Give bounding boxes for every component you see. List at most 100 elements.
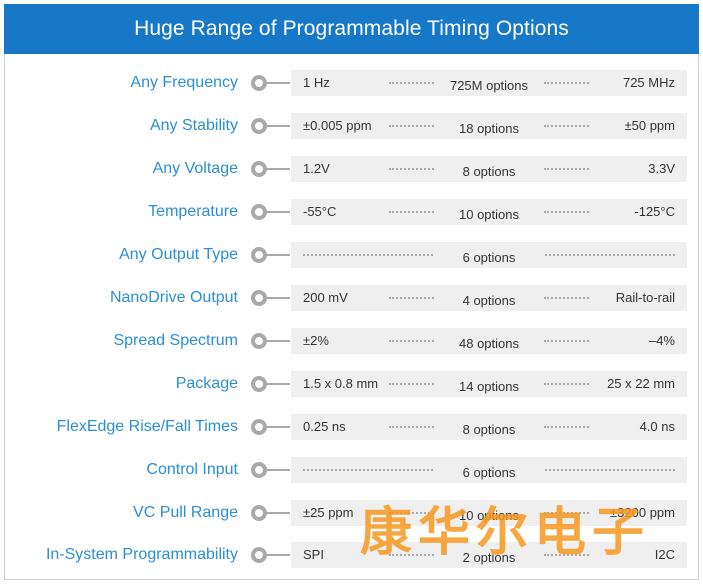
option-range-bar: 1.5 x 0.8 mm 25 x 22 mm 14 options: [291, 371, 687, 397]
dotted-leader: [544, 554, 589, 556]
option-row: Any Frequency 1 Hz 725 MHz 725M options: [0, 70, 703, 96]
connector-knob-icon: [251, 376, 291, 392]
connector-knob-icon: [251, 462, 291, 478]
option-range-bar: 6 options: [291, 457, 687, 483]
dotted-leader: [389, 554, 434, 556]
dotted-leader: [389, 82, 434, 84]
dotted-leader: [389, 168, 434, 170]
option-count: 4 options: [462, 293, 516, 308]
connector-knob-icon: [251, 547, 291, 563]
range-max: 4.0 ns: [639, 419, 675, 434]
range-min: 1.5 x 0.8 mm: [303, 376, 379, 391]
option-label: Any Output Type: [119, 246, 238, 263]
option-count: 14 options: [459, 379, 519, 394]
dotted-leader: [545, 254, 675, 256]
connector-knob-icon: [251, 505, 291, 521]
option-row: VC Pull Range ±25 ppm ±3200 ppm 10 options: [0, 500, 703, 526]
connector-knob-icon: [251, 118, 291, 134]
dotted-leader: [544, 125, 589, 127]
option-label: Any Frequency: [130, 74, 238, 91]
option-count: 6 options: [462, 465, 516, 480]
option-label: Temperature: [148, 203, 238, 220]
range-max: ±3200 ppm: [610, 505, 675, 520]
connector-knob-icon: [251, 75, 291, 91]
dotted-leader: [389, 297, 434, 299]
option-label: Package: [175, 375, 238, 392]
option-label: Control Input: [146, 461, 238, 478]
option-row: Spread Spectrum ±2% –4% 48 options: [0, 328, 703, 354]
range-max: I2C: [654, 547, 675, 562]
range-max: ±50 ppm: [624, 118, 676, 133]
option-row: Any Stability ±0.005 ppm ±50 ppm 18 options: [0, 113, 703, 139]
option-range-bar: 1 Hz 725 MHz 725M options: [291, 70, 687, 96]
option-row: Temperature -55°C -125°C 10 options: [0, 199, 703, 225]
panel-title: Huge Range of Programmable Timing Option…: [134, 17, 569, 40]
option-row: Any Voltage 1.2V 3.3V 8 options: [0, 156, 703, 182]
connector-knob-icon: [251, 161, 291, 177]
range-min: 0.25 ns: [303, 419, 346, 434]
option-range-bar: ±25 ppm ±3200 ppm 10 options: [291, 500, 687, 526]
dotted-leader: [389, 125, 434, 127]
option-range-bar: 6 options: [291, 242, 687, 268]
option-count: 10 options: [459, 508, 519, 523]
dotted-leader: [389, 340, 434, 342]
option-range-bar: 1.2V 3.3V 8 options: [291, 156, 687, 182]
connector-knob-icon: [251, 290, 291, 306]
range-max: Rail-to-rail: [615, 290, 675, 305]
option-row: NanoDrive Output 200 mV Rail-to-rail 4 opti…: [0, 285, 703, 311]
option-count: 8 options: [462, 422, 516, 437]
connector-knob-icon: [251, 204, 291, 220]
dotted-leader: [303, 469, 433, 471]
option-count: 10 options: [459, 207, 519, 222]
option-label: NanoDrive Output: [109, 289, 238, 306]
panel-header: Huge Range of Programmable Timing Option…: [4, 4, 699, 54]
dotted-leader: [544, 168, 589, 170]
option-count: 2 options: [462, 550, 516, 565]
dotted-leader: [544, 82, 589, 84]
range-max: 725 MHz: [622, 75, 675, 90]
dotted-leader: [544, 340, 589, 342]
option-range-bar: SPI I2C 2 options: [291, 542, 687, 568]
connector-knob-icon: [251, 247, 291, 263]
option-count: 8 options: [462, 164, 516, 179]
option-count: 725M options: [449, 78, 529, 93]
dotted-leader: [545, 469, 675, 471]
option-row: Control Input 6 options: [0, 457, 703, 483]
option-range-bar: -55°C -125°C 10 options: [291, 199, 687, 225]
range-max: 25 x 22 mm: [607, 376, 675, 391]
dotted-leader: [544, 211, 589, 213]
dotted-leader: [389, 512, 434, 514]
option-label: Spread Spectrum: [113, 332, 238, 349]
range-max: -125°C: [634, 204, 675, 219]
range-min: ±2%: [303, 333, 329, 348]
option-label: In-System Programmability: [45, 546, 238, 563]
option-row: In-System Programmability SPI I2C 2 options: [0, 542, 703, 568]
dotted-leader: [389, 211, 434, 213]
range-min: 1 Hz: [303, 75, 330, 90]
option-count: 48 options: [459, 336, 519, 351]
option-range-bar: ±2% –4% 48 options: [291, 328, 687, 354]
range-min: 200 mV: [303, 290, 348, 305]
dotted-leader: [544, 512, 589, 514]
range-min: SPI: [303, 547, 324, 562]
range-max: –4%: [648, 333, 675, 348]
option-label: VC Pull Range: [133, 504, 238, 521]
option-label: Any Voltage: [152, 160, 238, 177]
option-range-bar: 0.25 ns 4.0 ns 8 options: [291, 414, 687, 440]
option-range-bar: 200 mV Rail-to-rail 4 options: [291, 285, 687, 311]
option-row: Package 1.5 x 0.8 mm 25 x 22 mm 14 options: [0, 371, 703, 397]
range-min: 1.2V: [303, 161, 330, 176]
option-count: 18 options: [459, 121, 519, 136]
watermark-logo: 康华尔电子: [360, 502, 651, 563]
range-min: -55°C: [303, 204, 337, 219]
dotted-leader: [544, 297, 589, 299]
dotted-leader: [389, 426, 434, 428]
option-range-bar: ±0.005 ppm ±50 ppm 18 options: [291, 113, 687, 139]
range-min: ±25 ppm: [303, 505, 354, 520]
dotted-leader: [303, 254, 433, 256]
range-max: 3.3V: [648, 161, 675, 176]
dotted-leader: [389, 383, 434, 385]
connector-knob-icon: [251, 333, 291, 349]
option-row: FlexEdge Rise/Fall Times 0.25 ns 4.0 ns 8 o…: [0, 414, 703, 440]
